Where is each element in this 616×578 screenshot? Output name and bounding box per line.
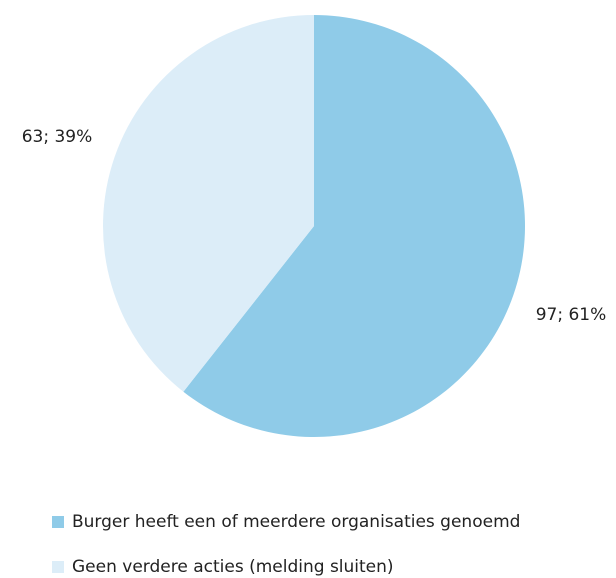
- data-label: 63; 39%: [22, 127, 93, 147]
- pie-slice: [102, 15, 314, 392]
- legend-swatch: [52, 516, 64, 528]
- legend-label: Geen verdere acties (melding sluiten): [72, 557, 394, 577]
- legend-label: Burger heeft een of meerdere organisatie…: [72, 512, 520, 532]
- legend-swatch: [52, 561, 64, 573]
- data-label: 97; 61%: [536, 305, 607, 325]
- pie-slice: [183, 15, 526, 437]
